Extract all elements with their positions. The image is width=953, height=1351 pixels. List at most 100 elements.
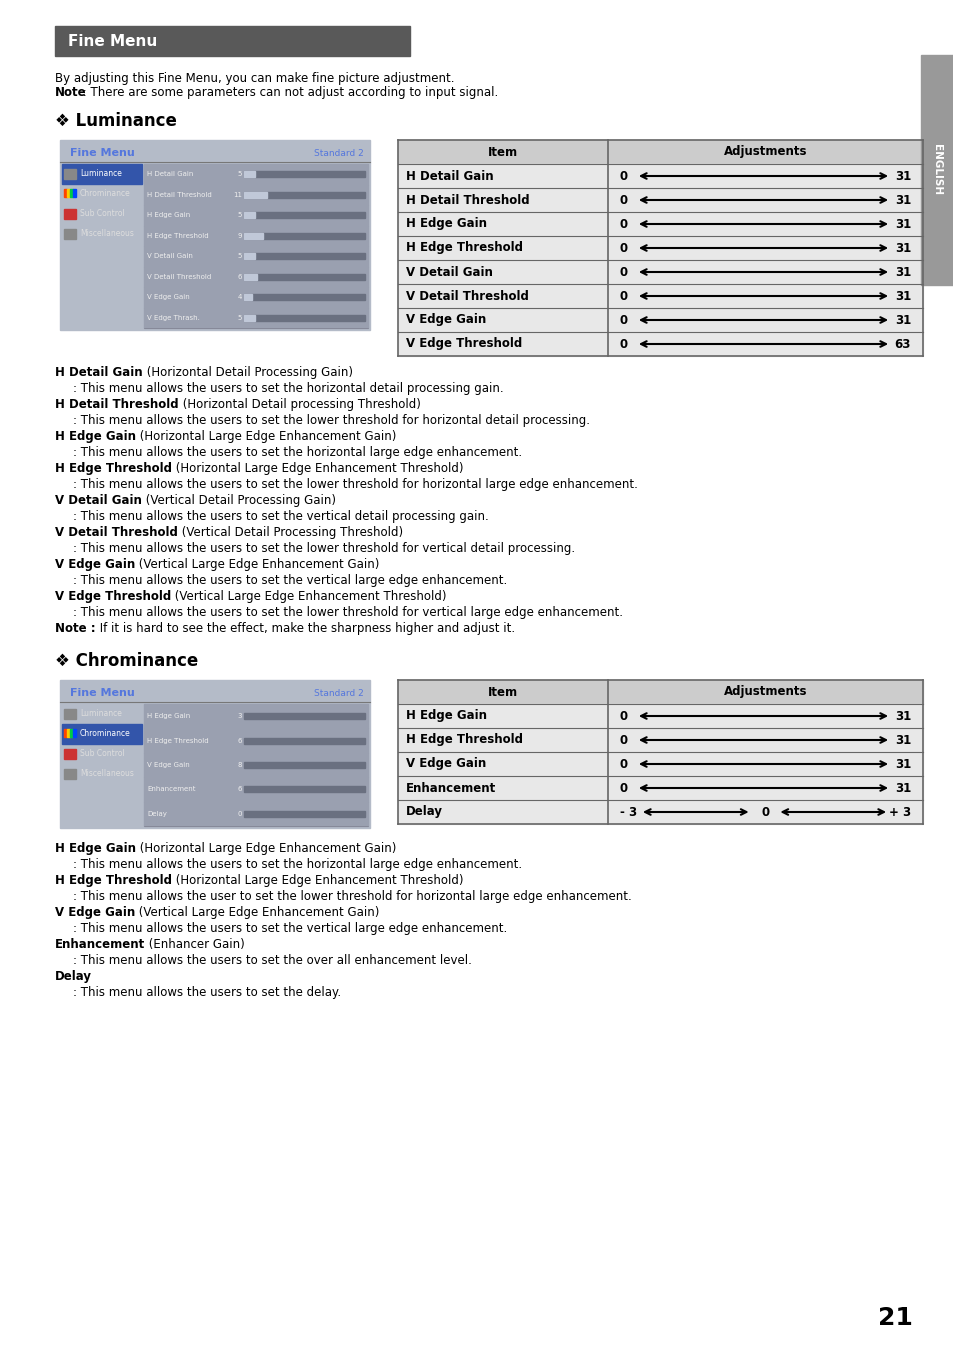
Text: 0: 0 <box>619 758 627 770</box>
Text: 11: 11 <box>233 192 242 197</box>
Text: : This menu allows the users to set the vertical detail processing gain.: : This menu allows the users to set the … <box>73 509 488 523</box>
Bar <box>64 748 76 759</box>
Text: H Edge Gain: H Edge Gain <box>147 212 190 219</box>
Text: 21: 21 <box>877 1306 911 1329</box>
Text: : This menu allows the users to set the vertical large edge enhancement.: : This menu allows the users to set the … <box>73 574 507 586</box>
Text: 5: 5 <box>237 315 242 320</box>
Text: 0: 0 <box>619 781 627 794</box>
Text: ❖ Chrominance: ❖ Chrominance <box>55 653 198 670</box>
Bar <box>70 730 73 738</box>
Text: H Edge Threshold: H Edge Threshold <box>406 734 522 747</box>
Text: Miscellaneous: Miscellaneous <box>80 770 133 778</box>
Bar <box>144 728 368 753</box>
Text: 31: 31 <box>894 313 910 327</box>
Text: Delay: Delay <box>406 805 442 819</box>
Text: 0: 0 <box>760 805 769 819</box>
Bar <box>244 212 254 219</box>
Text: V Detail Gain: V Detail Gain <box>55 494 142 507</box>
Text: Standard 2: Standard 2 <box>314 149 364 158</box>
Text: Sub Control: Sub Control <box>80 750 125 758</box>
Text: 0: 0 <box>237 811 242 817</box>
Text: 31: 31 <box>894 758 910 770</box>
Bar <box>60 141 370 330</box>
Bar <box>144 163 368 185</box>
Text: Adjustments: Adjustments <box>723 146 806 158</box>
Bar <box>244 315 254 320</box>
Text: : This menu allows the users to set the horizontal detail processing gain.: : This menu allows the users to set the … <box>73 382 503 394</box>
Bar <box>244 786 365 793</box>
Text: 0: 0 <box>619 338 627 350</box>
Text: H Detail Threshold: H Detail Threshold <box>55 399 178 411</box>
Text: (Vertical Large Edge Enhancement Gain): (Vertical Large Edge Enhancement Gain) <box>135 558 379 571</box>
Text: H Edge Gain: H Edge Gain <box>55 842 136 855</box>
Text: Enhancement: Enhancement <box>55 938 145 951</box>
Bar <box>73 730 76 738</box>
Text: (Vertical Large Edge Enhancement Gain): (Vertical Large Edge Enhancement Gain) <box>135 907 379 919</box>
Text: : This menu allows the users to set the vertical large edge enhancement.: : This menu allows the users to set the … <box>73 921 507 935</box>
Bar <box>144 205 368 226</box>
Text: 3: 3 <box>237 713 242 719</box>
Text: H Edge Threshold: H Edge Threshold <box>406 242 522 254</box>
Bar <box>244 253 365 259</box>
Text: H Detail Gain: H Detail Gain <box>147 172 193 177</box>
Text: Item: Item <box>487 685 517 698</box>
Bar <box>64 709 76 719</box>
Bar <box>244 811 365 817</box>
Bar <box>244 274 365 280</box>
Text: 6: 6 <box>237 786 242 793</box>
Text: Note: Note <box>55 86 87 99</box>
Bar <box>144 226 368 246</box>
Text: + 3: + 3 <box>888 805 910 819</box>
Text: V Edge Thrash.: V Edge Thrash. <box>147 315 200 320</box>
Text: V Edge Gain: V Edge Gain <box>406 313 486 327</box>
Text: 63: 63 <box>894 338 910 350</box>
Text: 5: 5 <box>237 172 242 177</box>
Text: If it is hard to see the effect, make the sharpness higher and adjust it.: If it is hard to see the effect, make th… <box>95 621 515 635</box>
Text: By adjusting this Fine Menu, you can make fine picture adjustment.: By adjusting this Fine Menu, you can mak… <box>55 72 454 85</box>
Text: H Detail Threshold: H Detail Threshold <box>406 193 529 207</box>
Text: ❖ Luminance: ❖ Luminance <box>55 112 176 130</box>
Text: Luminance: Luminance <box>80 709 122 719</box>
Bar <box>244 762 365 767</box>
Text: H Edge Threshold: H Edge Threshold <box>55 462 172 476</box>
Text: Chrominance: Chrominance <box>80 189 131 199</box>
Text: : This menu allows the users to set the lower threshold for horizontal detail pr: : This menu allows the users to set the … <box>73 413 589 427</box>
Text: 6: 6 <box>237 738 242 743</box>
Text: Item: Item <box>487 146 517 158</box>
Text: Fine Menu: Fine Menu <box>68 34 157 49</box>
Bar <box>244 253 254 259</box>
Bar <box>64 769 76 780</box>
Text: V Edge Threshold: V Edge Threshold <box>55 590 172 603</box>
Bar <box>244 713 365 719</box>
Text: V Detail Threshold: V Detail Threshold <box>147 274 211 280</box>
Text: H Edge Threshold: H Edge Threshold <box>147 738 209 743</box>
Bar <box>244 212 365 219</box>
Text: 0: 0 <box>619 709 627 723</box>
Text: 8: 8 <box>237 762 242 767</box>
Text: V Edge Gain: V Edge Gain <box>147 295 190 300</box>
Text: Enhancement: Enhancement <box>147 786 195 793</box>
Text: V Edge Gain: V Edge Gain <box>55 558 135 571</box>
Text: (Horizontal Large Edge Enhancement Threshold): (Horizontal Large Edge Enhancement Thres… <box>172 462 463 476</box>
Text: Delay: Delay <box>55 970 91 984</box>
Text: 31: 31 <box>894 169 910 182</box>
Text: H Edge Gain: H Edge Gain <box>147 713 190 719</box>
Bar <box>244 192 267 197</box>
Text: (Vertical Large Edge Enhancement Threshold): (Vertical Large Edge Enhancement Thresho… <box>172 590 446 603</box>
Text: Adjustments: Adjustments <box>723 685 806 698</box>
Text: Sub Control: Sub Control <box>80 209 125 219</box>
Text: V Edge Threshold: V Edge Threshold <box>406 338 521 350</box>
Text: : This menu allows the users to set the lower threshold for vertical large edge : : This menu allows the users to set the … <box>73 607 622 619</box>
Bar <box>920 55 953 285</box>
Bar <box>244 738 365 743</box>
Text: (Horizontal Large Edge Enhancement Threshold): (Horizontal Large Edge Enhancement Thres… <box>172 874 463 888</box>
Text: 0: 0 <box>619 242 627 254</box>
Text: 0: 0 <box>619 289 627 303</box>
Text: H Edge Threshold: H Edge Threshold <box>55 874 172 888</box>
Text: V Detail Gain: V Detail Gain <box>147 253 193 259</box>
Bar <box>397 704 923 824</box>
Text: 5: 5 <box>237 212 242 219</box>
Text: (Horizontal Large Edge Enhancement Gain): (Horizontal Large Edge Enhancement Gain) <box>136 430 395 443</box>
Text: Delay: Delay <box>147 811 167 817</box>
Text: 31: 31 <box>894 734 910 747</box>
